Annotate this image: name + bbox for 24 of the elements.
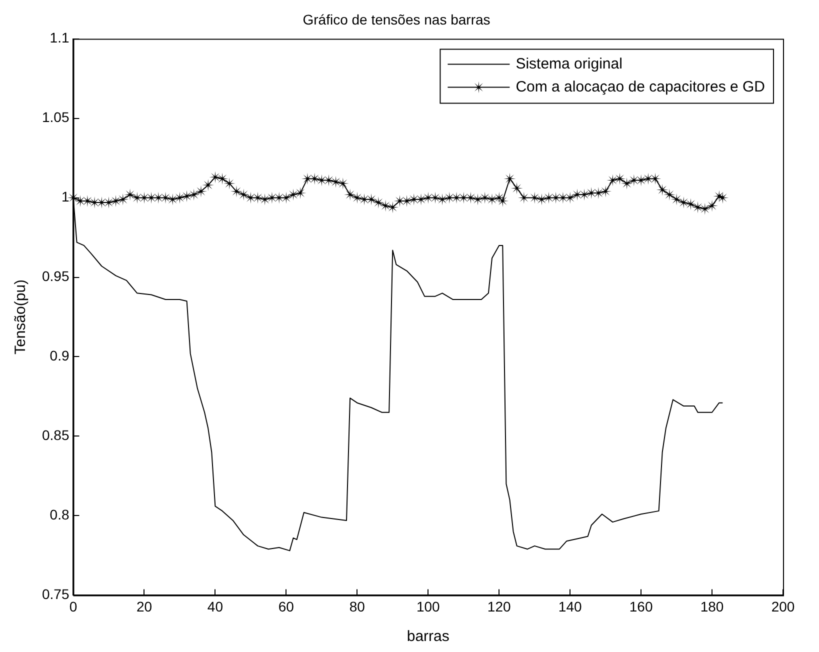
legend-label: Sistema original <box>516 55 622 72</box>
x-tick-label: 20 <box>136 598 152 614</box>
y-tick-label: 1.1 <box>50 30 70 46</box>
x-tick-label: 120 <box>487 598 511 614</box>
x-tick-label: 160 <box>629 598 653 614</box>
y-tick-label: 0.9 <box>50 348 70 364</box>
y-tick-label: 0.75 <box>42 586 70 602</box>
x-axis-title: barras <box>406 628 450 646</box>
x-tick-label: 200 <box>771 598 795 614</box>
x-tick-label: 140 <box>558 598 582 614</box>
y-axis-title: Tensão(pu) <box>12 279 30 355</box>
y-tick-label: 1 <box>61 188 70 205</box>
chart-title: Gráfico de tensões nas barras <box>302 11 490 28</box>
y-tick-label: 1.05 <box>42 109 70 126</box>
x-tick-label: 180 <box>700 598 724 614</box>
x-tick-label: 40 <box>207 598 224 614</box>
x-tick-label: 100 <box>416 598 440 614</box>
y-tick-label: 0.95 <box>42 268 70 284</box>
x-tick-label: 60 <box>278 598 294 614</box>
legend-label: Com a alocaçao de capacitores e GD <box>516 78 766 96</box>
x-tick-label: 80 <box>349 598 366 614</box>
y-tick-label: 0.8 <box>50 506 70 523</box>
x-tick-label: 0 <box>69 598 78 614</box>
y-tick-label: 0.85 <box>42 427 70 444</box>
